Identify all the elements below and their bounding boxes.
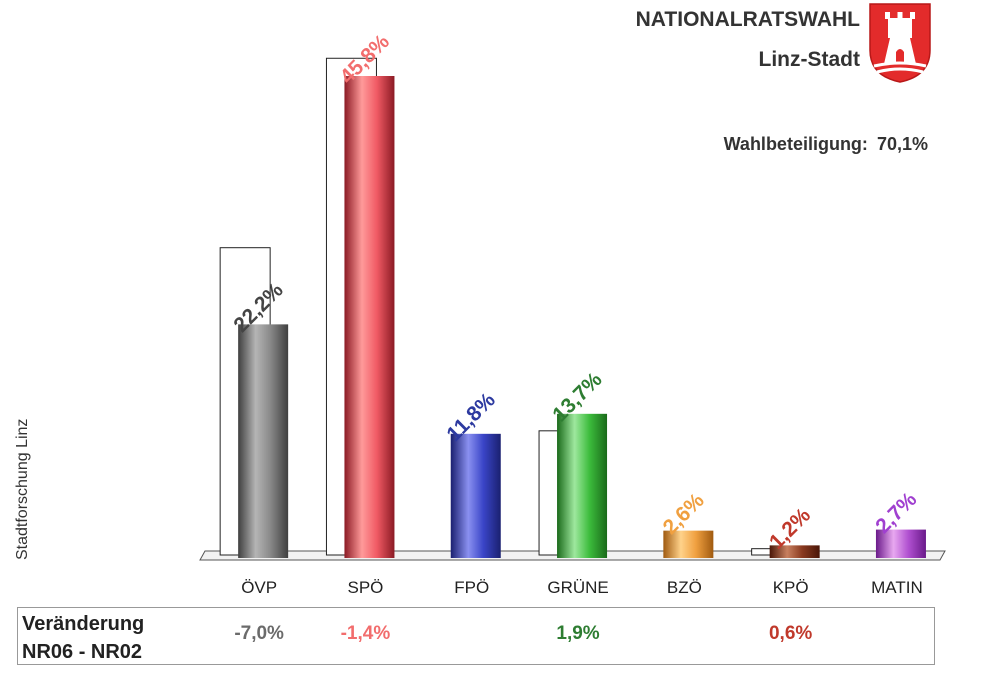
bar-matin xyxy=(875,529,926,558)
category-label-grüne: GRÜNE xyxy=(547,578,608,597)
bar-övp xyxy=(238,324,289,558)
change-value-grüne: 1,9% xyxy=(556,623,600,644)
category-label-matin: MATIN xyxy=(871,578,923,597)
change-value-spö: -1,4% xyxy=(340,623,391,644)
category-label-övp: ÖVP xyxy=(241,578,277,597)
chart-title: NATIONALRATSWAHL xyxy=(635,8,860,31)
current-bars xyxy=(238,76,926,558)
bar-spö xyxy=(344,76,395,558)
category-label-spö: SPÖ xyxy=(347,578,383,597)
change-value-kpö: 0,6% xyxy=(768,623,813,644)
turnout-label: Wahlbeteiligung: xyxy=(723,134,868,154)
bar-kpö xyxy=(769,545,820,558)
change-label-line1: Veränderung xyxy=(22,613,145,635)
change-value-övp: -7,0% xyxy=(234,623,284,644)
previous-election-bars xyxy=(219,57,803,556)
category-label-kpö: KPÖ xyxy=(773,578,809,597)
linz-coat-of-arms-icon xyxy=(869,3,931,83)
category-label-bzö: BZÖ xyxy=(667,578,702,597)
bar-bzö xyxy=(663,530,714,558)
turnout-text: Wahlbeteiligung: 70,1% xyxy=(720,134,928,155)
category-labels: ÖVP SPÖ FPÖ GRÜNE BZÖ KPÖ MATIN xyxy=(241,578,923,597)
source-label: Stadtforschung Linz xyxy=(14,418,31,560)
change-label-line2: NR06 - NR02 xyxy=(22,641,143,663)
change-box xyxy=(17,607,935,665)
bar-fpö xyxy=(450,433,501,558)
bar-grüne xyxy=(557,413,608,558)
chart-subtitle: Linz-Stadt xyxy=(758,48,860,71)
category-label-fpö: FPÖ xyxy=(454,578,489,597)
change-label: Veränderung NR06 - NR02 xyxy=(22,610,144,666)
turnout-value: 70,1% xyxy=(876,134,928,154)
